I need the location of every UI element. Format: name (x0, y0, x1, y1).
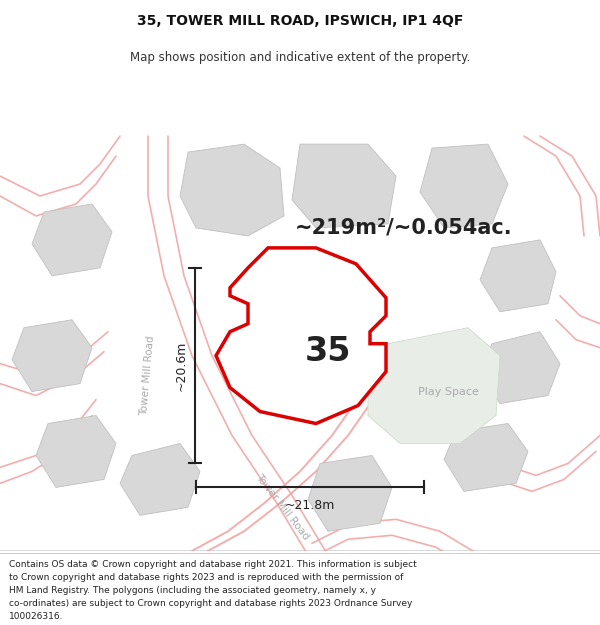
Polygon shape (420, 144, 508, 228)
Polygon shape (120, 444, 200, 516)
Polygon shape (480, 240, 556, 312)
Polygon shape (180, 144, 284, 236)
Text: ~21.8m: ~21.8m (285, 499, 335, 512)
Text: Tower Mill Road: Tower Mill Road (140, 335, 157, 416)
Polygon shape (36, 416, 116, 488)
Text: to Crown copyright and database rights 2023 and is reproduced with the permissio: to Crown copyright and database rights 2… (9, 573, 403, 582)
Text: 35: 35 (305, 335, 351, 368)
Polygon shape (308, 456, 392, 531)
Text: co-ordinates) are subject to Crown copyright and database rights 2023 Ordnance S: co-ordinates) are subject to Crown copyr… (9, 599, 412, 608)
Text: ~219m²/~0.054ac.: ~219m²/~0.054ac. (295, 218, 512, 238)
Polygon shape (444, 424, 528, 491)
Text: ~20.6m: ~20.6m (175, 341, 187, 391)
Text: 35, TOWER MILL ROAD, IPSWICH, IP1 4QF: 35, TOWER MILL ROAD, IPSWICH, IP1 4QF (137, 14, 463, 28)
Polygon shape (12, 320, 92, 392)
Polygon shape (32, 204, 112, 276)
Text: HM Land Registry. The polygons (including the associated geometry, namely x, y: HM Land Registry. The polygons (includin… (9, 586, 376, 595)
Text: 100026316.: 100026316. (9, 612, 64, 621)
Polygon shape (480, 332, 560, 404)
Text: Tower Mill Road: Tower Mill Road (253, 472, 311, 542)
Polygon shape (368, 328, 500, 444)
Polygon shape (292, 144, 396, 228)
Text: Contains OS data © Crown copyright and database right 2021. This information is : Contains OS data © Crown copyright and d… (9, 560, 417, 569)
Text: Play Space: Play Space (418, 387, 478, 397)
Text: Map shows position and indicative extent of the property.: Map shows position and indicative extent… (130, 51, 470, 64)
Polygon shape (216, 248, 386, 424)
